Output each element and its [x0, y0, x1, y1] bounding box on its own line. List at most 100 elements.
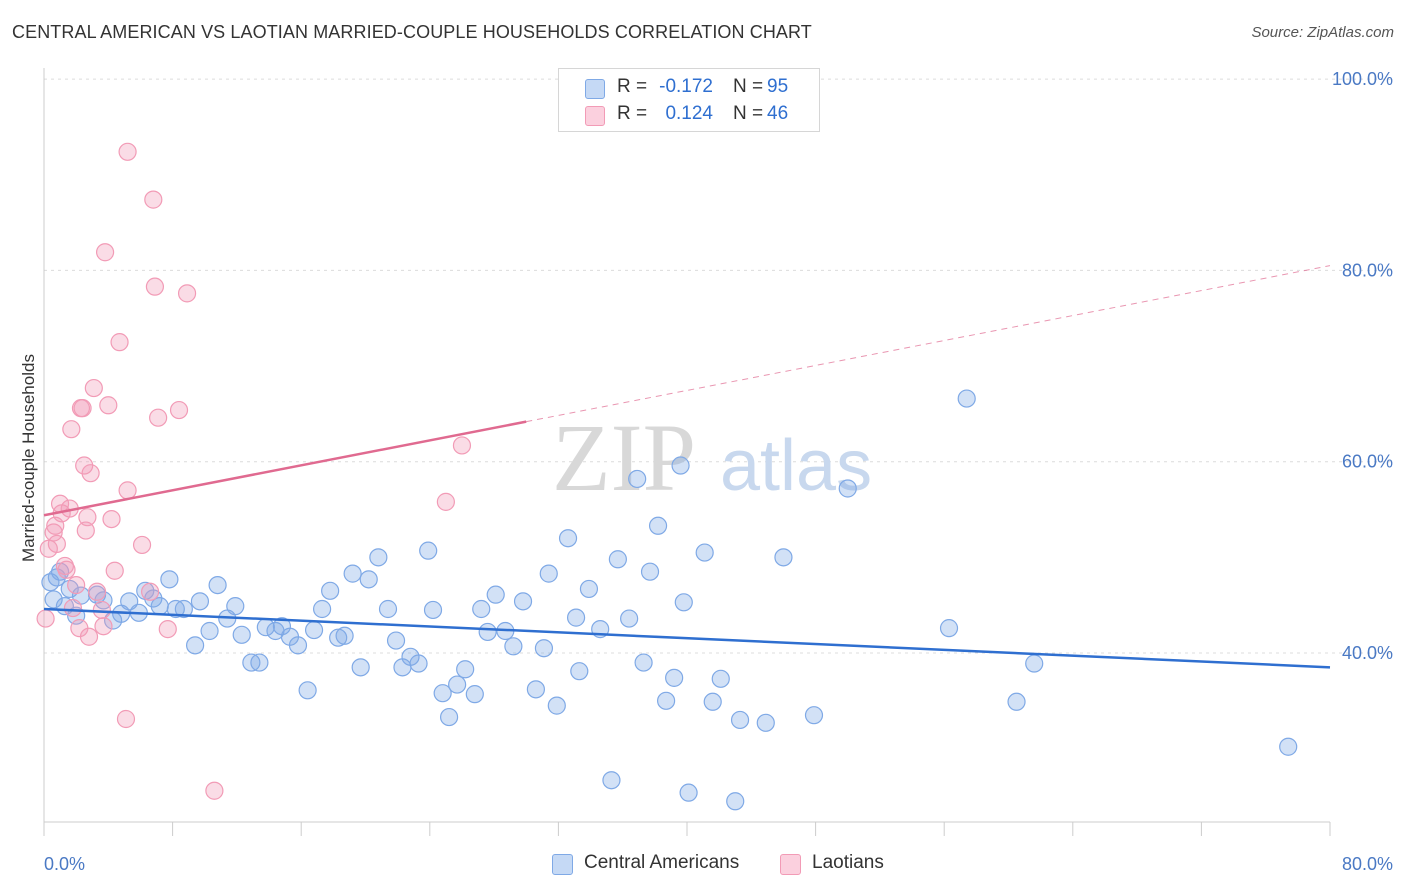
laotian-point [149, 408, 168, 427]
y-tick-label: 100.0% [1332, 69, 1393, 89]
central-american-point [674, 593, 693, 612]
central-american-point [838, 479, 857, 498]
laotian-point [44, 523, 63, 542]
central-american-point [671, 456, 690, 475]
central-american-point [448, 675, 467, 694]
laotian-point [79, 627, 99, 646]
n-label: N = [733, 76, 764, 97]
x-tick-label: 80.0% [1342, 854, 1393, 874]
laotian-point [78, 508, 97, 527]
laotian-point [144, 190, 163, 209]
r-label: R = [617, 76, 648, 97]
laotian-point [63, 598, 83, 618]
central-american-point [620, 609, 639, 628]
central-american-point [250, 653, 269, 672]
laotian-point [116, 709, 136, 729]
y-tick-labels: 40.0% 60.0% 80.0% 100.0% [1332, 69, 1393, 663]
central-american-point [186, 636, 205, 655]
central-american-point [608, 550, 627, 569]
central-american-point [409, 654, 428, 673]
chart-legend: Central Americans Laotians [0, 852, 1406, 878]
central-american-point [321, 581, 340, 600]
central-american-point [534, 639, 554, 658]
central-american-point [335, 626, 354, 645]
central-american-point [312, 599, 332, 619]
r-value: 0.124 [665, 103, 713, 124]
central-american-point [369, 548, 388, 567]
correlation-stats-box: R = -0.172 N = 95 R = 0.124 N = 46 [558, 68, 820, 132]
central-american-point [329, 628, 348, 647]
laotian-trend-line-extension [526, 265, 1331, 423]
watermark: ZIP atlas [552, 404, 872, 511]
central-american-point [634, 653, 653, 672]
central-american-point [343, 564, 362, 583]
laotian-point [67, 575, 86, 595]
laotian-point [169, 400, 189, 420]
central-american-point [526, 680, 545, 699]
central-american-point [539, 564, 558, 583]
central-americans-swatch [585, 79, 605, 99]
laotian-point [73, 399, 92, 418]
central-american-point [288, 636, 308, 655]
laotian-point [140, 582, 160, 601]
laotian-point [110, 333, 129, 352]
central-american-point [703, 692, 722, 711]
central-american-point [44, 590, 63, 609]
central-american-point [419, 541, 438, 560]
central-american-point [439, 707, 459, 727]
legend-label: Central Americans [584, 852, 740, 873]
central-american-point [1025, 654, 1044, 673]
central-american-point [304, 620, 324, 640]
central-american-point [465, 685, 484, 704]
central-american-point [433, 684, 452, 703]
laotian-point [158, 619, 177, 639]
laotian-point [452, 436, 472, 455]
central-american-point [513, 592, 533, 611]
x-tick-labels: 0.0% 80.0% [44, 854, 1393, 874]
central-american-point [504, 637, 523, 656]
n-label: N = [733, 103, 764, 124]
chart-title: CENTRAL AMERICAN VS LAOTIAN MARRIED-COUP… [12, 22, 812, 42]
central-american-point [472, 599, 491, 619]
central-american-point [566, 608, 586, 627]
central-american-point [486, 585, 505, 604]
central-american-point [804, 706, 824, 725]
central-american-trend-line [43, 607, 1331, 669]
central-american-point [359, 570, 378, 589]
central-american-point [547, 696, 566, 715]
laotian-point [145, 277, 165, 296]
central-american-point [232, 625, 251, 644]
laotian-point [436, 492, 455, 511]
laotian-point [84, 378, 103, 398]
central-american-point [226, 597, 245, 616]
central-american-point [150, 597, 169, 616]
laotian-point [47, 534, 66, 554]
y-tick-label: 60.0% [1342, 452, 1393, 472]
central-american-point [190, 592, 210, 611]
laotian-trend-line [43, 420, 527, 517]
central-american-point [711, 669, 730, 688]
central-american-point [774, 548, 793, 567]
laotian-point [99, 396, 118, 415]
central-american-point [386, 631, 406, 650]
legend-swatch-central-americans [552, 854, 573, 875]
central-american-point [730, 710, 750, 730]
central-american-point [378, 599, 398, 619]
central-american-point [174, 599, 193, 619]
laotian-point [102, 509, 121, 529]
central-american-point [298, 681, 317, 700]
laotian-point [62, 420, 81, 439]
laotian-point [76, 521, 95, 540]
central-american-point [939, 619, 959, 638]
central-american-point [160, 570, 179, 589]
gridlines [44, 78, 1392, 654]
y-tick-label: 80.0% [1342, 260, 1393, 280]
central-american-point [957, 389, 976, 408]
trend-lines [43, 265, 1331, 669]
y-axis-label: Married-couple Households [19, 354, 38, 562]
r-value: -0.172 [659, 76, 713, 97]
central-american-point [602, 771, 621, 790]
laotian-point [118, 142, 137, 161]
laotian-point [118, 481, 137, 500]
central-american-point [456, 660, 475, 679]
